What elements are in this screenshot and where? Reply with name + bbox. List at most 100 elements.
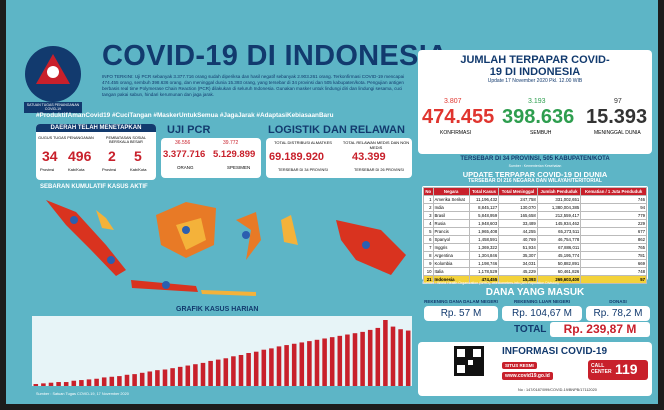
bar (109, 376, 115, 386)
gugus-label: GUGUS TUGAS PENANGANAN (38, 136, 94, 140)
table-cell: 51,934 (498, 243, 538, 252)
bar (162, 369, 168, 386)
bar (291, 343, 297, 386)
hashtags: #ProduktifAmanCovid19 #CuciTangan #Maske… (36, 112, 334, 119)
table-cell: Brasil (432, 211, 470, 220)
almatkes-label: TOTAL DISTRIBUSI ALMATKES (274, 140, 332, 145)
meninggal-label: MENINGGAL DUNIA (594, 130, 641, 136)
table-cell: 1,965,408 (468, 227, 500, 236)
gugus-kab: 496 (68, 148, 92, 164)
dunia-table-box: No Negara Total Kasus Total Meninggal Jumlah… (422, 186, 648, 284)
call-center: CALL CENTER 119 (588, 360, 648, 380)
pcr-orang-unit: ORANG (177, 165, 194, 170)
bar (390, 326, 396, 386)
logo-text: SATUAN TUGAS PENANGANAN COVID-19 (26, 103, 80, 111)
meninggal: 15.393 (586, 106, 648, 128)
bar (238, 354, 244, 386)
gugus-prov: 34 (42, 148, 58, 164)
bar (383, 320, 388, 386)
situs: www.covid19.go.id (502, 372, 553, 380)
dana-title: DANA YANG MASUK (485, 287, 585, 298)
dana-dalam-label: REKENING DANA DALAM NEGERI (424, 299, 498, 304)
bar (375, 327, 381, 386)
bar (48, 382, 54, 386)
table-cell: 34,031 (498, 259, 538, 268)
table-cell: 7 (423, 243, 434, 252)
table-cell: 45,195,774 (536, 251, 582, 260)
pcr-spesimen-unit: SPESIMEN (227, 165, 251, 170)
daerah-title: DAERAH TELAH MENETAPKAN (36, 124, 156, 132)
informasi-box: INFORMASI COVID-19 SITUS RESMI www.covid… (418, 342, 652, 396)
table-row: 5 Prancis 1,965,408 44,255 65,273,511 677 (423, 227, 647, 236)
table-cell: 45,229 (498, 267, 538, 276)
bar (63, 382, 69, 386)
bar (345, 334, 350, 386)
table-cell: 862 (580, 235, 647, 244)
pcr-box: UJI PCR 36.556 39.772 3.377.716 5.129.89… (161, 124, 261, 180)
psbb-kab: 5 (134, 148, 142, 164)
table-cell: 50,882,891 (536, 259, 582, 268)
bar (33, 384, 39, 386)
qr-code (454, 346, 484, 376)
bar (284, 345, 289, 386)
pcr-panel: 36.556 39.772 3.377.716 5.129.899 ORANG … (161, 138, 261, 178)
situs-label: SITUS RESMI (502, 362, 537, 369)
dunia-title: UPDATE TERPAPAR COVID-19 DI DUNIA (462, 170, 608, 179)
table-cell: 1,380,004,385 (536, 203, 582, 212)
map (46, 200, 406, 296)
table-header-cell: Total Meninggal (498, 187, 538, 196)
table-cell: 229 (580, 219, 647, 228)
table-cell: 677 (580, 227, 647, 236)
bar (337, 335, 343, 386)
daerah-box: DAERAH TELAH MENETAPKAN GUGUS TUGAS PENA… (36, 124, 156, 180)
table-cell: India (432, 203, 470, 212)
bar (132, 374, 137, 386)
table-cell: 765 (580, 243, 647, 252)
table-cell: 1,304,846 (468, 251, 500, 260)
table-header-cell: Jumlah Penduduk (536, 187, 582, 196)
table-cell: 1,948,603 (468, 219, 500, 228)
table-row: 10 Italia 1,178,529 45,229 60,461,826 748 (423, 267, 647, 276)
pcr-orang: 3.377.716 (163, 149, 206, 160)
table-cell: 10 (423, 267, 434, 276)
bar (223, 358, 229, 386)
table-cell: Amerika Serikat (432, 195, 470, 204)
table-cell: 165,658 (498, 211, 538, 220)
dana-donasi: Rp. 78,2 M (586, 306, 650, 321)
daily-chart-title: GRAFIK KASUS HARIAN (176, 306, 259, 313)
bar (261, 349, 267, 386)
call-label: CALL CENTER (591, 363, 612, 375)
konfirmasi: 474.455 (422, 106, 495, 128)
relawan: 43.399 (352, 151, 386, 163)
bar (94, 378, 99, 386)
table-cell: 6 (423, 235, 434, 244)
relawan-label: TOTAL RELAWAN MEDIS DAN NON MEDIS (342, 140, 410, 150)
bar (139, 372, 145, 386)
table-cell: 474,455 (468, 275, 500, 284)
pcr-spesimen-delta: 39.772 (223, 140, 239, 146)
table-cell: 57 (580, 275, 647, 284)
table-cell: 1,369,322 (468, 243, 500, 252)
table-cell: 60,461,826 (536, 267, 582, 276)
table-cell: 130,070 (498, 203, 538, 212)
bar (398, 329, 403, 386)
table-header: No Negara Total Kasus Total Meninggal Jumlah… (423, 187, 647, 196)
bar (124, 374, 130, 386)
bar (193, 364, 198, 386)
psbb-label: PEMBATASAN SOSIAL BERSKALA BESAR (105, 136, 147, 144)
table-header-cell: Kematian / 1 Juta Penduduk (580, 187, 647, 196)
pcr-orang-delta: 36.556 (175, 140, 191, 146)
table-cell: 331,002,651 (536, 195, 582, 204)
konfirmasi-label: KONFIRMASI (440, 130, 472, 136)
logistik-panel: TOTAL DISTRIBUSI ALMATKES TOTAL RELAWAN … (266, 138, 412, 178)
table-cell: 1,198,746 (468, 259, 500, 268)
table-cell: 669 (580, 259, 647, 268)
bar (71, 380, 77, 386)
dunia-table: No Negara Total Kasus Total Meninggal Jumlah… (423, 187, 647, 284)
logistik-box: LOGISTIK DAN RELAWAN TOTAL DISTRIBUSI AL… (266, 124, 412, 180)
informasi-title: INFORMASI COVID-19 (502, 346, 608, 357)
table-row: 1 Amerika Serikat 11,196,432 247,758 331,002… (423, 195, 647, 204)
sembuh-label: SEMBUH (530, 130, 552, 136)
table-cell: 2 (423, 203, 434, 212)
jumlah-sebaran: TERSEBAR DI 34 PROVINSI, 505 KABUPATEN/K… (460, 156, 610, 162)
